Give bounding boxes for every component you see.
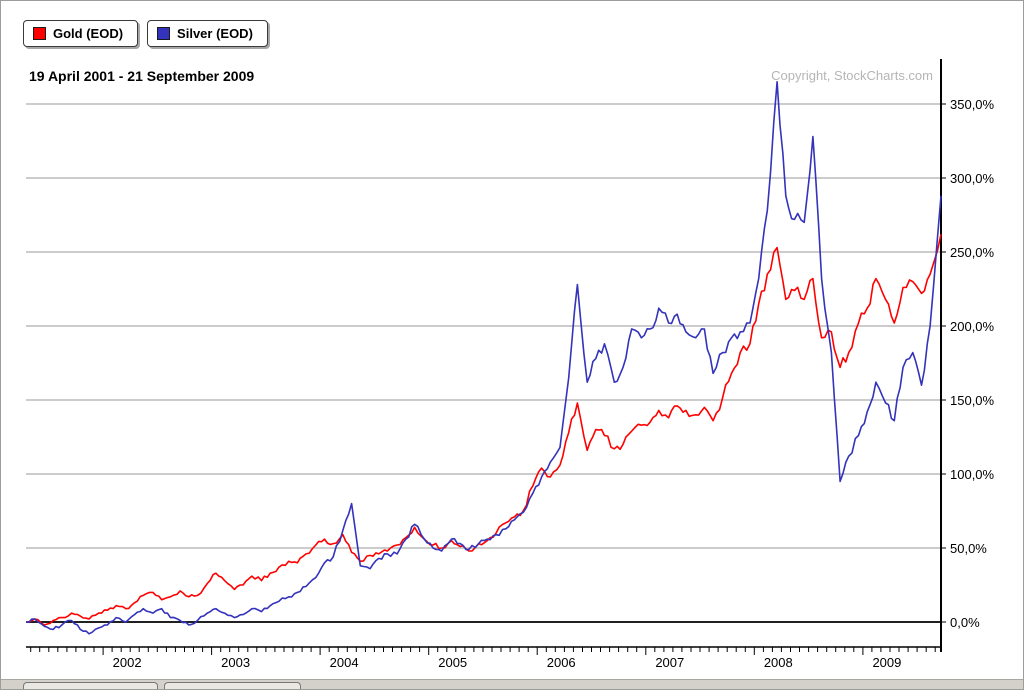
- date-range-title: 19 April 2001 - 21 September 2009: [29, 68, 255, 84]
- x-axis-label: 2008: [764, 655, 793, 670]
- copyright-text: Copyright, StockCharts.com: [771, 68, 933, 83]
- legend: Gold (EOD) Silver (EOD): [23, 20, 268, 47]
- silver-swatch-icon: [157, 27, 171, 40]
- legend-gold-label: Gold (EOD): [53, 26, 124, 41]
- y-axis-label: 50,0%: [950, 541, 987, 556]
- gold-swatch-icon: [33, 27, 46, 40]
- series-line-gold: [25, 234, 942, 626]
- cropped-button: [23, 682, 158, 689]
- y-axis-label: 150,0%: [950, 393, 995, 408]
- series-line-silver: [25, 81, 942, 635]
- y-axis-label: 350,0%: [950, 97, 995, 112]
- x-axis-label: 2003: [221, 655, 250, 670]
- y-axis-label: 250,0%: [950, 245, 995, 260]
- legend-gold-button[interactable]: Gold (EOD): [23, 20, 139, 47]
- cropped-button: [164, 682, 301, 689]
- x-axis-label: 2009: [872, 655, 901, 670]
- cropped-bottom-ui: [1, 679, 1023, 689]
- y-axis-label: 200,0%: [950, 319, 995, 334]
- x-axis-label: 2006: [547, 655, 576, 670]
- x-axis-label: 2005: [438, 655, 467, 670]
- x-axis-label: 2004: [330, 655, 359, 670]
- y-axis-label: 100,0%: [950, 467, 995, 482]
- x-axis-label: 2002: [113, 655, 142, 670]
- x-axis-label: 2007: [655, 655, 684, 670]
- legend-silver-label: Silver (EOD): [177, 26, 253, 41]
- y-axis-label: 300,0%: [950, 171, 995, 186]
- y-axis-label: 0,0%: [950, 615, 980, 630]
- legend-silver-button[interactable]: Silver (EOD): [147, 20, 268, 47]
